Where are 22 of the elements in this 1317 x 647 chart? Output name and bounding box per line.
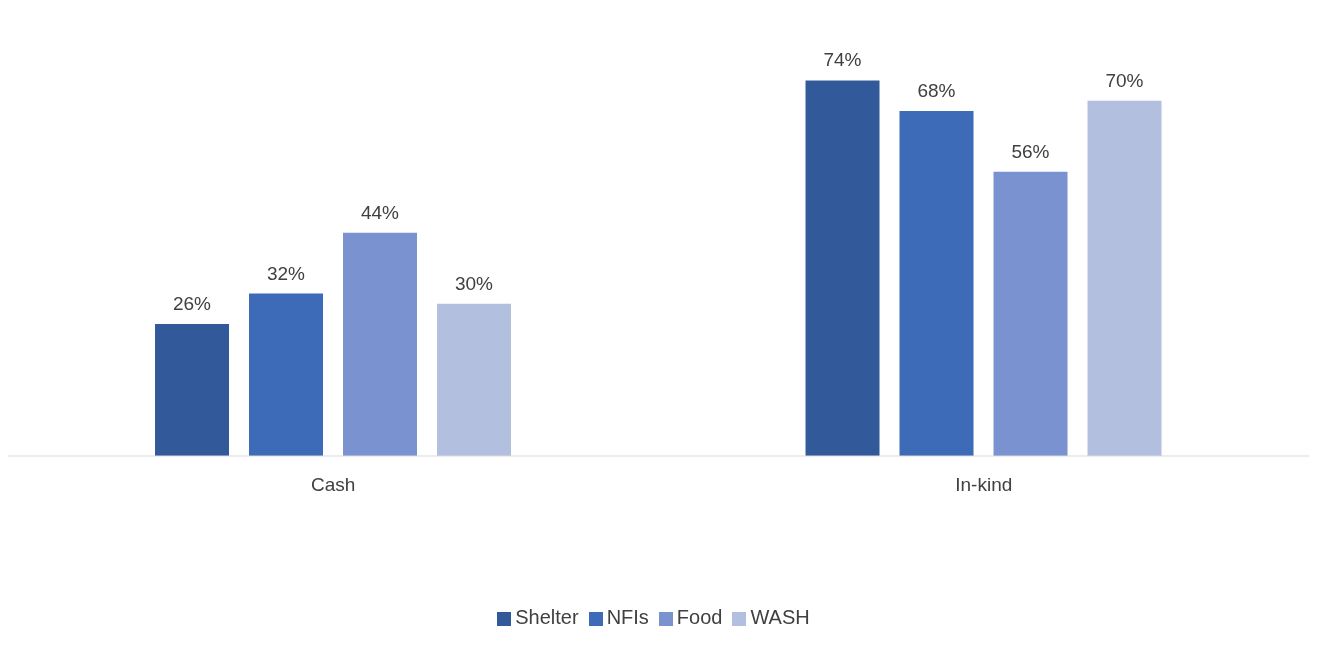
bar <box>437 303 512 456</box>
data-label: 30% <box>455 272 494 294</box>
bar <box>993 171 1068 456</box>
x-tick-label: Cash <box>311 474 356 496</box>
bar <box>805 80 880 456</box>
bar <box>249 293 324 456</box>
bar <box>155 324 230 456</box>
legend-label: NFIs <box>606 606 649 628</box>
legend-label: Shelter <box>515 606 579 628</box>
x-tick-label: In-kind <box>955 474 1013 496</box>
data-label: 74% <box>823 49 862 71</box>
bar <box>899 110 974 456</box>
data-label: 26% <box>173 293 212 315</box>
data-label: 70% <box>1105 69 1144 91</box>
legend-label: Food <box>676 606 723 628</box>
data-label: 44% <box>361 201 400 223</box>
data-label: 56% <box>1011 140 1050 162</box>
bar <box>343 232 418 456</box>
data-label: 68% <box>917 79 956 101</box>
bar <box>1087 100 1162 456</box>
data-label: 32% <box>267 262 306 284</box>
legend-label: WASH <box>750 606 810 628</box>
